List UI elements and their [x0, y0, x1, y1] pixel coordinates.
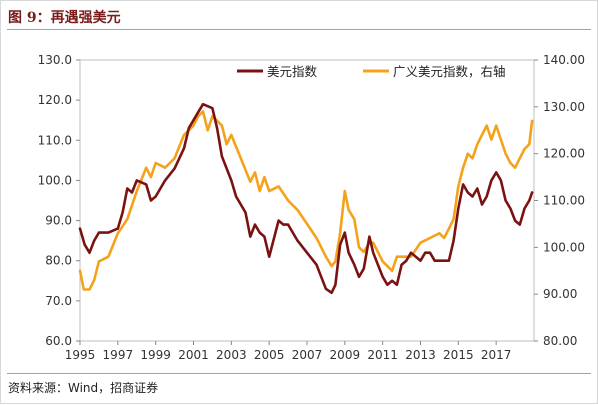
left-tick-label: 100.0	[38, 173, 72, 187]
x-tick-label: 2005	[254, 348, 285, 362]
left-tick-label: 60.0	[45, 334, 72, 348]
left-tick-label: 110.0	[38, 133, 72, 147]
title-rule	[7, 29, 591, 30]
x-tick-label: 2011	[367, 348, 398, 362]
x-tick-label: 2009	[330, 348, 361, 362]
source-rule	[7, 373, 591, 374]
x-tick-label: 2013	[405, 348, 436, 362]
left-tick-label: 90.0	[45, 214, 72, 228]
right-tick-label: 120.00	[543, 147, 585, 161]
left-tick-label: 120.0	[38, 93, 72, 107]
legend-label: 广义美元指数，右轴	[393, 64, 506, 79]
source-note: 资料来源：Wind，招商证券	[8, 381, 159, 395]
right-tick-label: 140.00	[543, 53, 585, 67]
x-tick-label: 2007	[292, 348, 323, 362]
left-tick-label: 80.0	[45, 254, 72, 268]
series-line-usd-index	[78, 102, 534, 295]
series-line-broad-usd-index	[78, 110, 534, 291]
x-tick-label: 1997	[103, 348, 134, 362]
x-tick-label: 2001	[178, 348, 209, 362]
right-tick-label: 100.00	[543, 240, 585, 254]
right-tick-label: 110.00	[543, 194, 585, 208]
x-tick-label: 2017	[481, 348, 512, 362]
legend-label: 美元指数	[267, 64, 318, 79]
right-tick-label: 80.00	[543, 334, 577, 348]
right-tick-label: 90.00	[543, 287, 577, 301]
x-tick-label: 1995	[65, 348, 96, 362]
legend-usd-index: 美元指数	[237, 64, 318, 79]
left-tick-label: 70.0	[45, 294, 72, 308]
plot-border	[79, 59, 535, 342]
right-tick-label: 130.00	[543, 100, 585, 114]
x-tick-label: 1999	[140, 348, 171, 362]
left-tick-label: 130.0	[38, 53, 72, 67]
x-tick-label: 2015	[443, 348, 474, 362]
legend-broad-usd-index: 广义美元指数，右轴	[363, 64, 506, 79]
x-tick-label: 2003	[216, 348, 247, 362]
figure-title: 图 9：再遇强美元	[8, 10, 121, 26]
